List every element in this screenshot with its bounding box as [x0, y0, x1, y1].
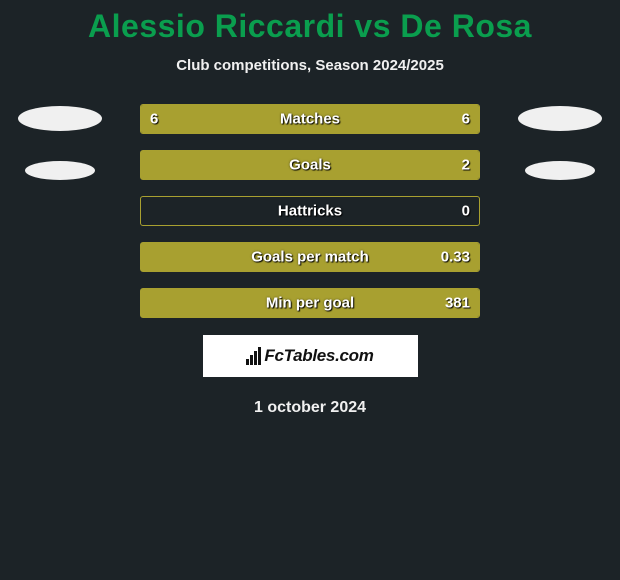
player1-avatar-oval-1 — [18, 106, 102, 131]
bar-label: Min per goal — [266, 295, 354, 312]
bar-label: Goals per match — [251, 249, 369, 266]
fctables-logo: FcTables.com — [203, 335, 418, 377]
bar-row-hattricks: Hattricks 0 — [140, 196, 480, 226]
bar-row-min-per-goal: Min per goal 381 — [140, 288, 480, 318]
player2-avatar-oval-1 — [518, 106, 602, 131]
bar-label: Matches — [280, 111, 340, 128]
player2-avatar-oval-2 — [525, 161, 595, 180]
comparison-infographic: Alessio Riccardi vs De Rosa Club competi… — [0, 0, 620, 425]
player1-avatar-group — [18, 106, 102, 210]
date-line: 1 october 2024 — [0, 399, 620, 417]
bar-value-right: 0.33 — [441, 249, 470, 266]
bar-value-left: 6 — [150, 111, 158, 128]
bar-value-right: 2 — [462, 157, 470, 174]
bar-label: Goals — [289, 157, 331, 174]
bar-value-right: 381 — [445, 295, 470, 312]
bar-row-goals-per-match: Goals per match 0.33 — [140, 242, 480, 272]
logo-text: FcTables.com — [264, 346, 373, 366]
player2-avatar-group — [518, 106, 602, 210]
bar-chart-icon — [246, 347, 261, 365]
bar-row-matches: 6 Matches 6 — [140, 104, 480, 134]
page-title: Alessio Riccardi vs De Rosa — [0, 8, 620, 45]
player1-avatar-oval-2 — [25, 161, 95, 180]
bar-value-right: 6 — [462, 111, 470, 128]
bars-column: 6 Matches 6 Goals 2 Hattricks 0 — [140, 104, 480, 318]
bar-value-right: 0 — [462, 203, 470, 220]
stats-area: 6 Matches 6 Goals 2 Hattricks 0 — [0, 104, 620, 329]
bar-label: Hattricks — [278, 203, 342, 220]
bar-row-goals: Goals 2 — [140, 150, 480, 180]
subtitle: Club competitions, Season 2024/2025 — [0, 57, 620, 74]
